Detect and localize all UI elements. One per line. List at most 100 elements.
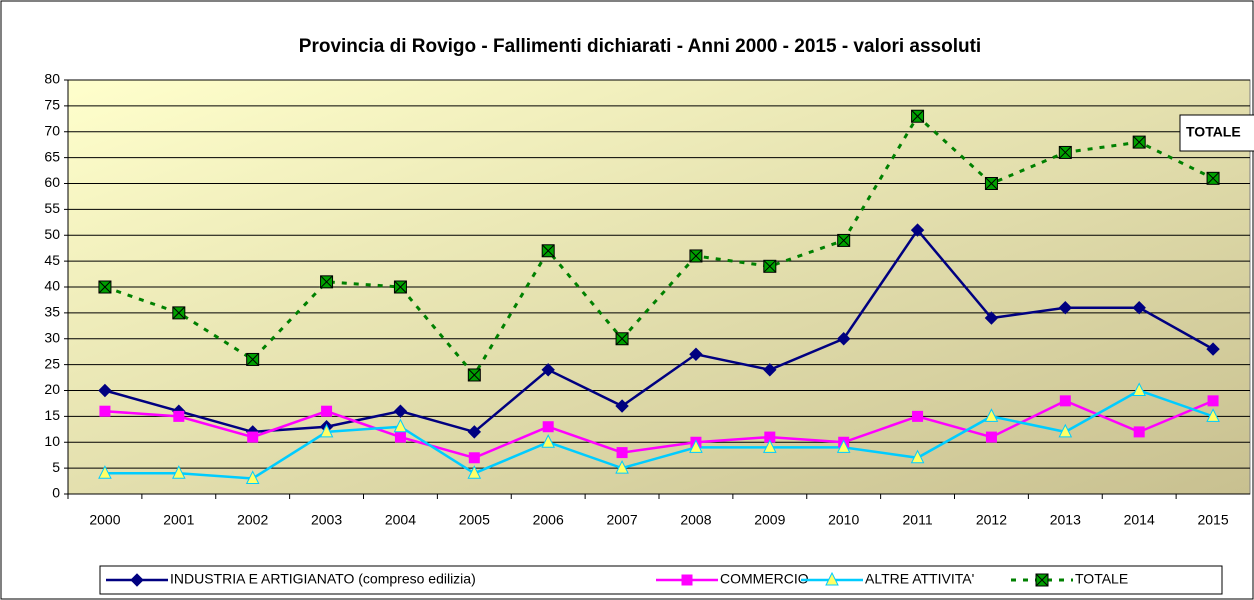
chart-title: Provincia di Rovigo - Fallimenti dichiar… [299,36,981,57]
x-tick-label: 2001 [163,512,194,528]
marker [172,306,186,320]
marker [319,423,334,438]
marker-shape [984,311,999,325]
marker [763,363,777,377]
marker [1132,382,1146,396]
y-tick-label: 50 [44,226,60,242]
marker-shape [615,399,629,413]
marker-shape [763,363,777,377]
legend-item: ALTRE ATTIVITA' [801,571,974,587]
marker [911,109,925,123]
marker [467,465,482,479]
y-tick-label: 15 [44,407,60,423]
marker-shape [98,465,112,479]
marker-shape [910,449,925,464]
marker [98,280,112,294]
marker [321,405,333,417]
marker-shape [837,234,851,247]
marker [393,418,408,433]
y-tick-label: 40 [44,278,60,294]
x-tick-label: 2012 [976,512,1007,528]
marker [681,574,693,586]
legend-label: TOTALE [1075,571,1128,587]
y-tick-label: 5 [52,459,60,475]
marker-shape [910,223,925,237]
marker-shape [763,439,777,453]
marker-shape [99,405,111,417]
series-line [104,399,1214,460]
marker [984,177,998,190]
legend-item: COMMERCIO [656,571,809,587]
marker-shape [985,431,997,443]
x-tick-label: 2008 [680,512,711,528]
y-tick-label: 10 [44,433,60,449]
legend-item: TOTALE [1011,571,1128,587]
x-tick-label: 2013 [1050,512,1081,528]
marker-shape [467,465,482,479]
marker [320,275,334,289]
marker-shape [247,431,259,443]
marker-shape [1035,573,1049,587]
y-tick-label: 60 [44,174,60,190]
marker [836,332,851,346]
y-tick-label: 45 [44,252,60,268]
marker-shape [98,280,112,294]
legend-label: ALTRE ATTIVITA' [865,571,974,587]
marker-shape [836,439,851,453]
marker [616,447,628,459]
marker-shape [1207,395,1219,407]
marker [1132,135,1146,149]
y-tick-label: 55 [44,200,60,216]
marker-shape [1058,146,1072,159]
marker [763,259,777,273]
marker-shape [1058,423,1073,438]
marker-shape [394,431,406,443]
marker [1059,395,1071,407]
y-tick-label: 70 [44,122,60,138]
marker-shape [173,410,185,422]
marker [541,363,555,377]
x-tick-label: 2005 [459,512,490,528]
marker [246,352,260,366]
marker [1206,408,1220,422]
marker-shape [1206,342,1220,356]
marker-shape [1058,300,1073,315]
marker-shape [320,275,333,289]
x-tick-label: 2007 [606,512,637,528]
annotation: TOTALE [1186,124,1241,140]
marker [1058,423,1073,438]
marker [1132,300,1146,315]
x-tick-label: 2015 [1197,512,1228,528]
marker [247,431,259,443]
marker-shape [98,383,112,398]
marker [837,233,851,247]
y-tick-label: 80 [44,71,60,87]
marker [541,434,555,448]
series-line [104,389,1214,480]
marker [130,573,144,587]
marker [393,280,407,294]
marker-shape [763,259,777,273]
marker-shape [689,249,703,263]
marker-shape [1206,171,1220,185]
legend-item: INDUSTRIA E ARTIGIANATO (compreso ediliz… [106,571,476,587]
marker [468,452,480,464]
marker-shape [1133,426,1145,438]
marker [615,460,629,474]
marker [825,571,839,586]
marker [984,311,999,325]
marker [99,405,111,417]
marker [984,408,999,422]
x-tick-label: 2009 [754,512,785,528]
marker-shape [615,460,629,474]
marker-shape [1132,300,1146,315]
marker-shape [130,573,144,587]
marker-shape [172,465,186,479]
x-tick-label: 2010 [828,512,859,528]
y-tick-label: 65 [44,148,60,164]
marker-shape [467,425,482,439]
marker-shape [1132,382,1146,396]
marker [689,347,703,361]
marker [1058,300,1073,315]
